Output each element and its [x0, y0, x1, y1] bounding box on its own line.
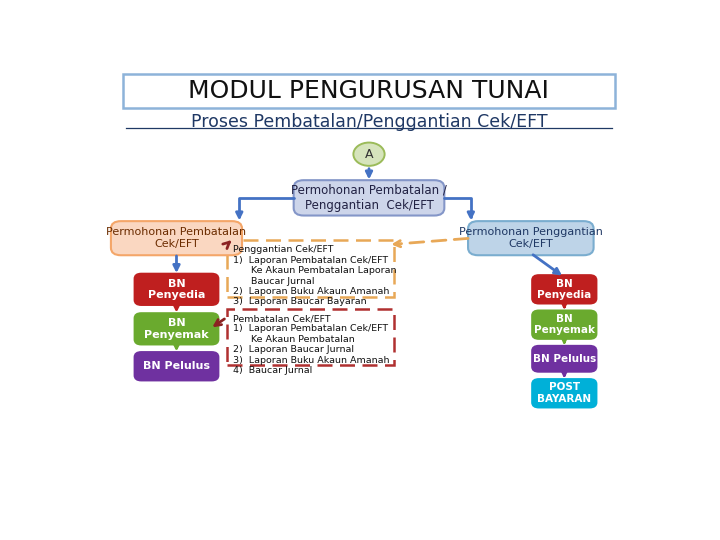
Bar [227, 240, 394, 296]
Text: BN
Penyemak: BN Penyemak [144, 318, 209, 340]
Circle shape [354, 143, 384, 166]
FancyBboxPatch shape [111, 221, 242, 255]
Text: Proses Pembatalan/Penggantian Cek/EFT: Proses Pembatalan/Penggantian Cek/EFT [191, 113, 547, 131]
FancyBboxPatch shape [532, 379, 596, 407]
Text: Pembatalan Cek/EFT
1)  Laporan Pembatalan Cek/EFT
      Ke Akaun Pembatalan
2)  : Pembatalan Cek/EFT 1) Laporan Pembatalan… [233, 314, 390, 375]
Text: A: A [365, 148, 373, 161]
FancyBboxPatch shape [135, 352, 218, 380]
Text: BN Pelulus: BN Pelulus [143, 361, 210, 372]
Text: BN
Penyemak: BN Penyemak [534, 314, 595, 335]
FancyBboxPatch shape [532, 275, 596, 303]
FancyBboxPatch shape [135, 313, 218, 345]
FancyBboxPatch shape [468, 221, 593, 255]
Text: Permohonan Penggantian
Cek/EFT: Permohonan Penggantian Cek/EFT [459, 227, 603, 249]
Bar [227, 309, 394, 365]
Text: BN
Penyedia: BN Penyedia [148, 279, 205, 300]
FancyBboxPatch shape [532, 346, 596, 372]
FancyBboxPatch shape [294, 180, 444, 215]
Text: BN Pelulus: BN Pelulus [533, 354, 596, 364]
Text: Permohonan Pembatalan /
Penggantian  Cek/EFT: Permohonan Pembatalan / Penggantian Cek/… [291, 184, 447, 212]
Text: MODUL PENGURUSAN TUNAI: MODUL PENGURUSAN TUNAI [189, 79, 549, 104]
Text: POST
BAYARAN: POST BAYARAN [537, 382, 591, 404]
FancyBboxPatch shape [532, 310, 596, 339]
Text: BN
Penyedia: BN Penyedia [537, 279, 591, 300]
Text: Penggantian Cek/EFT
1)  Laporan Pembatalan Cek/EFT
      Ke Akaun Pembatalan Lap: Penggantian Cek/EFT 1) Laporan Pembatala… [233, 246, 397, 307]
FancyBboxPatch shape [135, 274, 218, 305]
FancyBboxPatch shape [124, 75, 615, 109]
Text: Permohonan Pembatalan
Cek/EFT: Permohonan Pembatalan Cek/EFT [107, 227, 246, 249]
